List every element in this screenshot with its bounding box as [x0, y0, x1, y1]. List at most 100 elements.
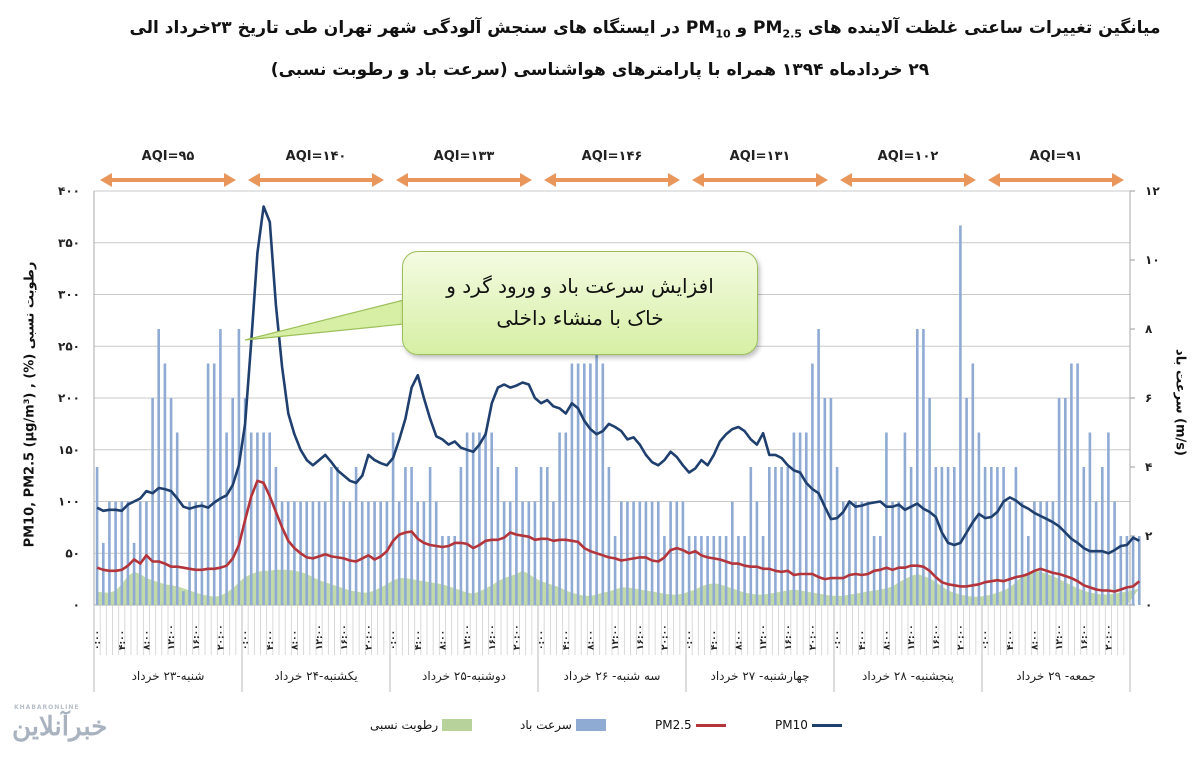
- hour-tick-label: ۱۶:۰۰: [636, 624, 646, 650]
- right-tick-label: ۸: [1145, 322, 1153, 336]
- wind-bar: [1008, 501, 1012, 605]
- wind-bar: [496, 467, 500, 605]
- wind-bar: [1088, 432, 1092, 605]
- right-axis-label: سرعت باد (m/s): [1172, 349, 1188, 456]
- wind-bar: [644, 501, 648, 605]
- wind-bar: [360, 501, 364, 605]
- hour-tick-label: ۴:۰۰: [414, 630, 424, 650]
- wind-bar: [219, 329, 222, 605]
- arrow-right-icon: [668, 173, 680, 187]
- hour-tick-label: ۱۶:۰۰: [784, 624, 794, 650]
- wind-bar: [225, 432, 228, 605]
- wind-bar: [280, 501, 284, 605]
- wind-bar: [1094, 501, 1098, 605]
- wind-bar: [595, 329, 598, 605]
- day-label: شنبه-۲۳ خرداد: [132, 669, 205, 684]
- wind-bar: [1064, 398, 1067, 605]
- left-tick-label: ۳۰۰: [58, 288, 80, 302]
- hour-tick-label: ۰:۰۰: [389, 630, 399, 650]
- wind-bar: [669, 501, 672, 605]
- wind-bar: [712, 536, 716, 605]
- wind-bar: [533, 501, 537, 605]
- wind-bar: [620, 501, 623, 605]
- hour-tick-label: ۱۲:۰۰: [167, 624, 177, 650]
- chart-title: میانگین تغییرات ساعتی غلظت آلاینده های P…: [0, 10, 1200, 88]
- hour-tick-label: ۰:۰۰: [241, 630, 251, 650]
- arrow-right-icon: [1112, 173, 1124, 187]
- wind-bar: [687, 536, 691, 605]
- wind-bar: [1045, 501, 1049, 605]
- wind-bar: [416, 501, 419, 605]
- wind-bar: [231, 398, 234, 605]
- wind-bar: [613, 536, 617, 605]
- wind-bar: [817, 329, 820, 605]
- hour-tick-label: ۴:۰۰: [858, 630, 868, 650]
- day-label: یکشنبه-۲۴ خرداد: [274, 669, 357, 684]
- wind-bar: [342, 501, 345, 605]
- wind-bar: [1113, 501, 1116, 605]
- wind-bar: [971, 363, 975, 605]
- wind-bar: [305, 501, 308, 605]
- wind-bar: [749, 467, 753, 605]
- wind-bar: [126, 501, 130, 605]
- wind-bar: [866, 501, 870, 605]
- pm10-line: [96, 205, 1140, 555]
- wind-bar: [706, 536, 709, 605]
- left-tick-label: ۵۰: [65, 546, 80, 560]
- wind-bar: [200, 501, 204, 605]
- hour-tick-label: ۸:۰۰: [586, 630, 596, 650]
- wind-bar: [163, 363, 167, 605]
- left-tick-label: ۲۰۰: [58, 391, 80, 405]
- wind-bar: [120, 501, 124, 605]
- left-tick-label: ۴۰۰: [58, 184, 80, 198]
- wind-bar: [1033, 501, 1036, 605]
- watermark-text: خبرآنلاین: [12, 712, 108, 742]
- wind-bar: [132, 542, 136, 605]
- wind-bar: [675, 501, 679, 605]
- wind-bar: [694, 536, 697, 605]
- wind-bar: [311, 501, 315, 605]
- right-tick-label: ۱۲: [1145, 184, 1160, 198]
- wind-bar: [212, 363, 216, 605]
- wind-bar: [151, 398, 154, 605]
- hour-tick-label: ۱۶:۰۰: [932, 624, 942, 650]
- wind-bar: [928, 398, 931, 605]
- wind-bar: [835, 467, 839, 605]
- wind-bar: [404, 467, 407, 605]
- wind-bar: [663, 536, 666, 605]
- arrow-right-icon: [372, 173, 384, 187]
- wind-bar: [811, 363, 814, 605]
- wind-bar: [632, 501, 635, 605]
- wind-bar: [996, 467, 999, 605]
- day-label: دوشنبه-۲۵ خرداد: [422, 669, 506, 684]
- wind-bar: [1014, 467, 1018, 605]
- legend-humidity: رطوبت نسبی: [370, 715, 476, 735]
- wind-bar: [521, 501, 524, 605]
- hour-tick-label: ۱۶:۰۰: [340, 624, 350, 650]
- arrow-left-icon: [544, 173, 556, 187]
- hour-tick-label: ۱۲:۰۰: [315, 624, 325, 650]
- wind-bar: [724, 536, 728, 605]
- pm25-line: [96, 479, 1141, 593]
- wind-bar: [410, 467, 413, 605]
- humidity-swatch-icon: [442, 719, 473, 731]
- arrow-left-icon: [692, 173, 704, 187]
- wind-bar: [465, 432, 469, 605]
- wind-bar: [453, 536, 456, 605]
- day-label: پنجشنبه- ۲۸ خرداد: [862, 669, 954, 684]
- hour-tick-label: ۴:۰۰: [266, 630, 276, 650]
- arrow-right-icon: [520, 173, 532, 187]
- wind-bar: [330, 467, 333, 605]
- hour-tick-label: ۸:۰۰: [1030, 630, 1040, 650]
- title-line-2: ۲۹ خردادماه ۱۳۹۴ همراه با پارامترهای هوا…: [270, 60, 930, 81]
- wind-bar: [527, 501, 531, 605]
- wind-bar: [829, 398, 833, 605]
- day-label: سه شنبه- ۲۶ خرداد: [564, 669, 661, 684]
- hour-tick-label: ۱۲:۰۰: [759, 624, 769, 650]
- hour-tick-label: ۴:۰۰: [118, 630, 128, 650]
- wind-bar: [317, 501, 321, 605]
- wind-bar: [552, 501, 555, 605]
- hour-tick-label: ۸:۰۰: [142, 630, 152, 650]
- wind-bar: [990, 467, 993, 605]
- pm25-line-icon: [695, 723, 726, 727]
